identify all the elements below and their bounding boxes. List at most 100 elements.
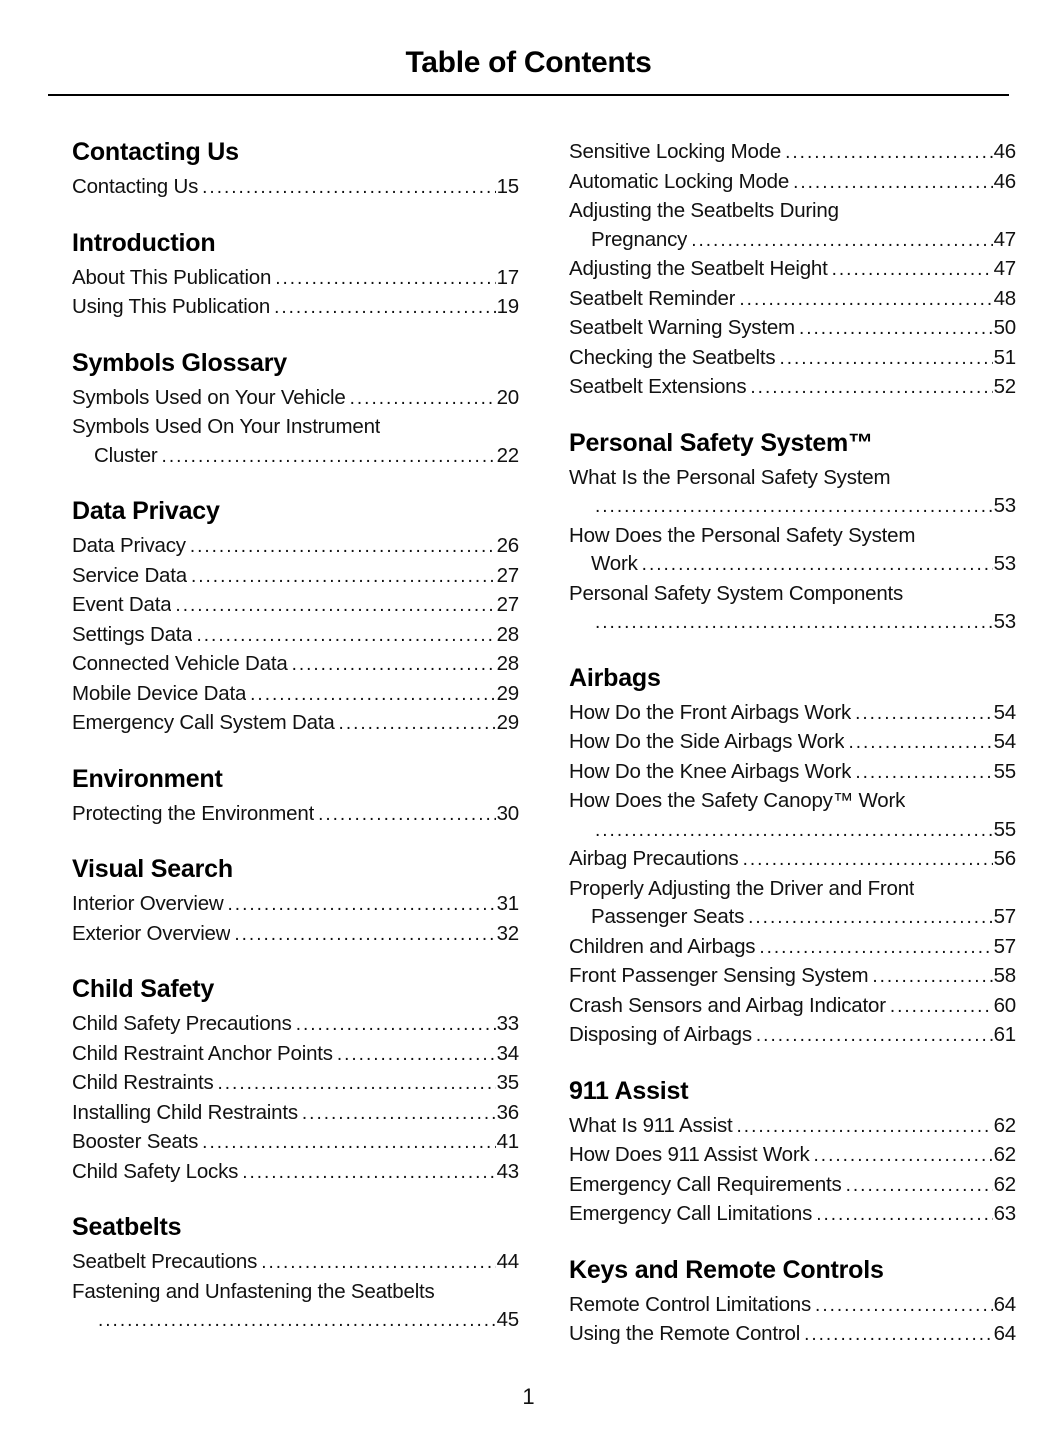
toc-entry: Fastening and Unfastening the Seatbelts 4… [72,1278,519,1336]
leader-dots [98,1306,496,1336]
toc-entry: Child Restraints 35 [72,1069,519,1099]
toc-entry: Symbols Used on Your Vehicle 20 [72,384,519,414]
toc-columns: Contacting Us Contacting Us 15 Introduction… [0,96,1057,1350]
toc-entry-line: Emergency Call Limitations 63 [569,1200,1016,1230]
entry-text: Fastening and Unfastening the Seatbelts [72,1279,435,1303]
toc-page: Table of Contents Contacting Us Contactin… [0,0,1057,1350]
entry-page-number: 26 [496,534,520,557]
leader-dots [242,1158,495,1188]
entry-page-number: 15 [496,175,520,198]
entry-page-number: 31 [496,892,520,915]
toc-entry-line: Fastening and Unfastening the Seatbelts [72,1278,519,1307]
leader-dots [595,608,993,638]
toc-entry-line: Properly Adjusting the Driver and Front [569,875,1016,904]
entry-text: Sensitive Locking Mode [569,140,782,163]
entry-page-number: 41 [496,1130,520,1153]
entry-text: How Do the Front Airbags Work [569,700,852,724]
entry-page-number: 29 [496,681,520,705]
entry-text: Properly Adjusting the Driver and Front [569,876,915,900]
section-heading: Seatbelts [72,1213,182,1241]
section-heading: Visual Search [72,855,233,883]
entry-text: Adjusting the Seatbelt Height [569,257,828,280]
toc-entry-line: Settings Data 28 [72,621,519,651]
entry-text: Installing Child Restraints [72,1100,298,1124]
entry-page-number: 46 [993,140,1017,163]
toc-entry-line: How Does 911 Assist Work 62 [569,1141,1016,1171]
section-heading: 911 Assist [569,1076,689,1105]
entry-text: Work [591,552,638,575]
toc-entry: Symbols Used On Your Instrument Cluster 22 [72,413,519,471]
entry-page-number: 51 [993,345,1017,369]
toc-entry-line: About This Publication 17 [72,264,519,294]
toc-entry: How Do the Knee Airbags Work 55 [569,758,1016,788]
leader-dots [202,1128,495,1158]
entry-page-number: 28 [496,652,520,675]
leader-dots [799,314,993,344]
toc-entry-line: Seatbelt Precautions 44 [72,1248,519,1278]
entry-text: What Is the Personal Safety System [569,465,891,489]
leader-dots [743,845,993,875]
entry-page-number: 36 [496,1100,520,1124]
entry-page-number: 64 [993,1322,1017,1345]
toc-section: Personal Safety System™ What Is the Perso… [569,429,1016,638]
leader-dots [196,621,495,651]
entry-text: Pregnancy [591,227,688,251]
toc-entry: Mobile Device Data 29 [72,680,519,710]
leader-dots [228,890,496,920]
entry-page-number: 30 [496,801,520,825]
entry-text: About This Publication [72,265,272,289]
toc-entry-line: What Is 911 Assist 62 [569,1112,1016,1142]
entry-text: Checking the Seatbelts [569,345,776,369]
leader-dots [793,168,993,198]
toc-entry: Seatbelt Extensions 52 [569,373,1016,403]
toc-entry: Adjusting the Seatbelts During Pregnancy 4… [569,197,1016,255]
toc-entry-line: Using the Remote Control 64 [569,1320,1016,1350]
toc-entry: Child Safety Locks 43 [72,1158,519,1188]
leader-dots [814,1141,993,1171]
entry-page-number: 55 [993,817,1017,841]
toc-entry-line: Child Safety Locks 43 [72,1158,519,1188]
entry-page-number: 29 [496,711,520,734]
toc-entry: Using This Publication 19 [72,293,519,323]
entry-text: Cluster [94,443,158,467]
toc-entry-line: How Does the Safety Canopy™ Work [569,787,1016,816]
toc-entry-line: Adjusting the Seatbelt Height 47 [569,255,1016,285]
entry-text: Using This Publication [72,295,271,318]
entry-page-number: 60 [993,993,1017,1017]
entry-page-number: 20 [496,385,520,409]
section-heading: Keys and Remote Controls [569,1255,884,1284]
toc-entry: What Is the Personal Safety System 53 [569,464,1016,522]
toc-entry-line: Front Passenger Sensing System 58 [569,962,1016,992]
entry-text: Service Data [72,563,187,587]
leader-dots [337,1040,496,1070]
section-heading: Introduction [72,228,216,257]
entry-page-number: 35 [496,1071,520,1094]
leader-dots [748,903,992,933]
entry-text: How Does the Safety Canopy™ Work [569,789,906,812]
toc-entry-line: Contacting Us 15 [72,173,519,203]
toc-entry-line: Seatbelt Extensions 52 [569,373,1016,403]
entry-page-number: 19 [496,295,520,318]
entry-text: How Does the Personal Safety System [569,523,916,547]
toc-entry-line: Adjusting the Seatbelts During [569,197,1016,226]
toc-entry-line: Seatbelt Warning System 50 [569,314,1016,344]
entry-page-number: 34 [496,1041,520,1065]
toc-entry-line: Crash Sensors and Airbag Indicator 60 [569,992,1016,1022]
entry-text: Emergency Call Requirements [569,1172,842,1196]
toc-entry-line: Mobile Device Data 29 [72,680,519,710]
toc-entry: Using the Remote Control 64 [569,1320,1016,1350]
toc-entry-line-continued: Work 53 [569,550,1016,580]
toc-entry: Interior Overview 31 [72,890,519,920]
toc-entry-line: How Do the Front Airbags Work 54 [569,699,1016,729]
toc-entry: Checking the Seatbelts 51 [569,344,1016,374]
toc-section: Seatbelts Seatbelt Precautions 44 Fastening… [72,1213,519,1336]
toc-entry-line: Sensitive Locking Mode 46 [569,138,1016,168]
entry-text: How Do the Side Airbags Work [569,730,845,753]
toc-entry-line: Seatbelt Reminder 48 [569,285,1016,315]
toc-section: Sensitive Locking Mode46Automatic Lockin… [569,138,1016,403]
entry-text: Seatbelt Warning System [569,316,795,339]
toc-entry: Child Restraint Anchor Points 34 [72,1040,519,1070]
leader-dots [175,591,495,621]
toc-section: Environment Protecting the Environment 30 [72,765,519,830]
toc-entry-line-continued: Cluster 22 [72,442,519,472]
